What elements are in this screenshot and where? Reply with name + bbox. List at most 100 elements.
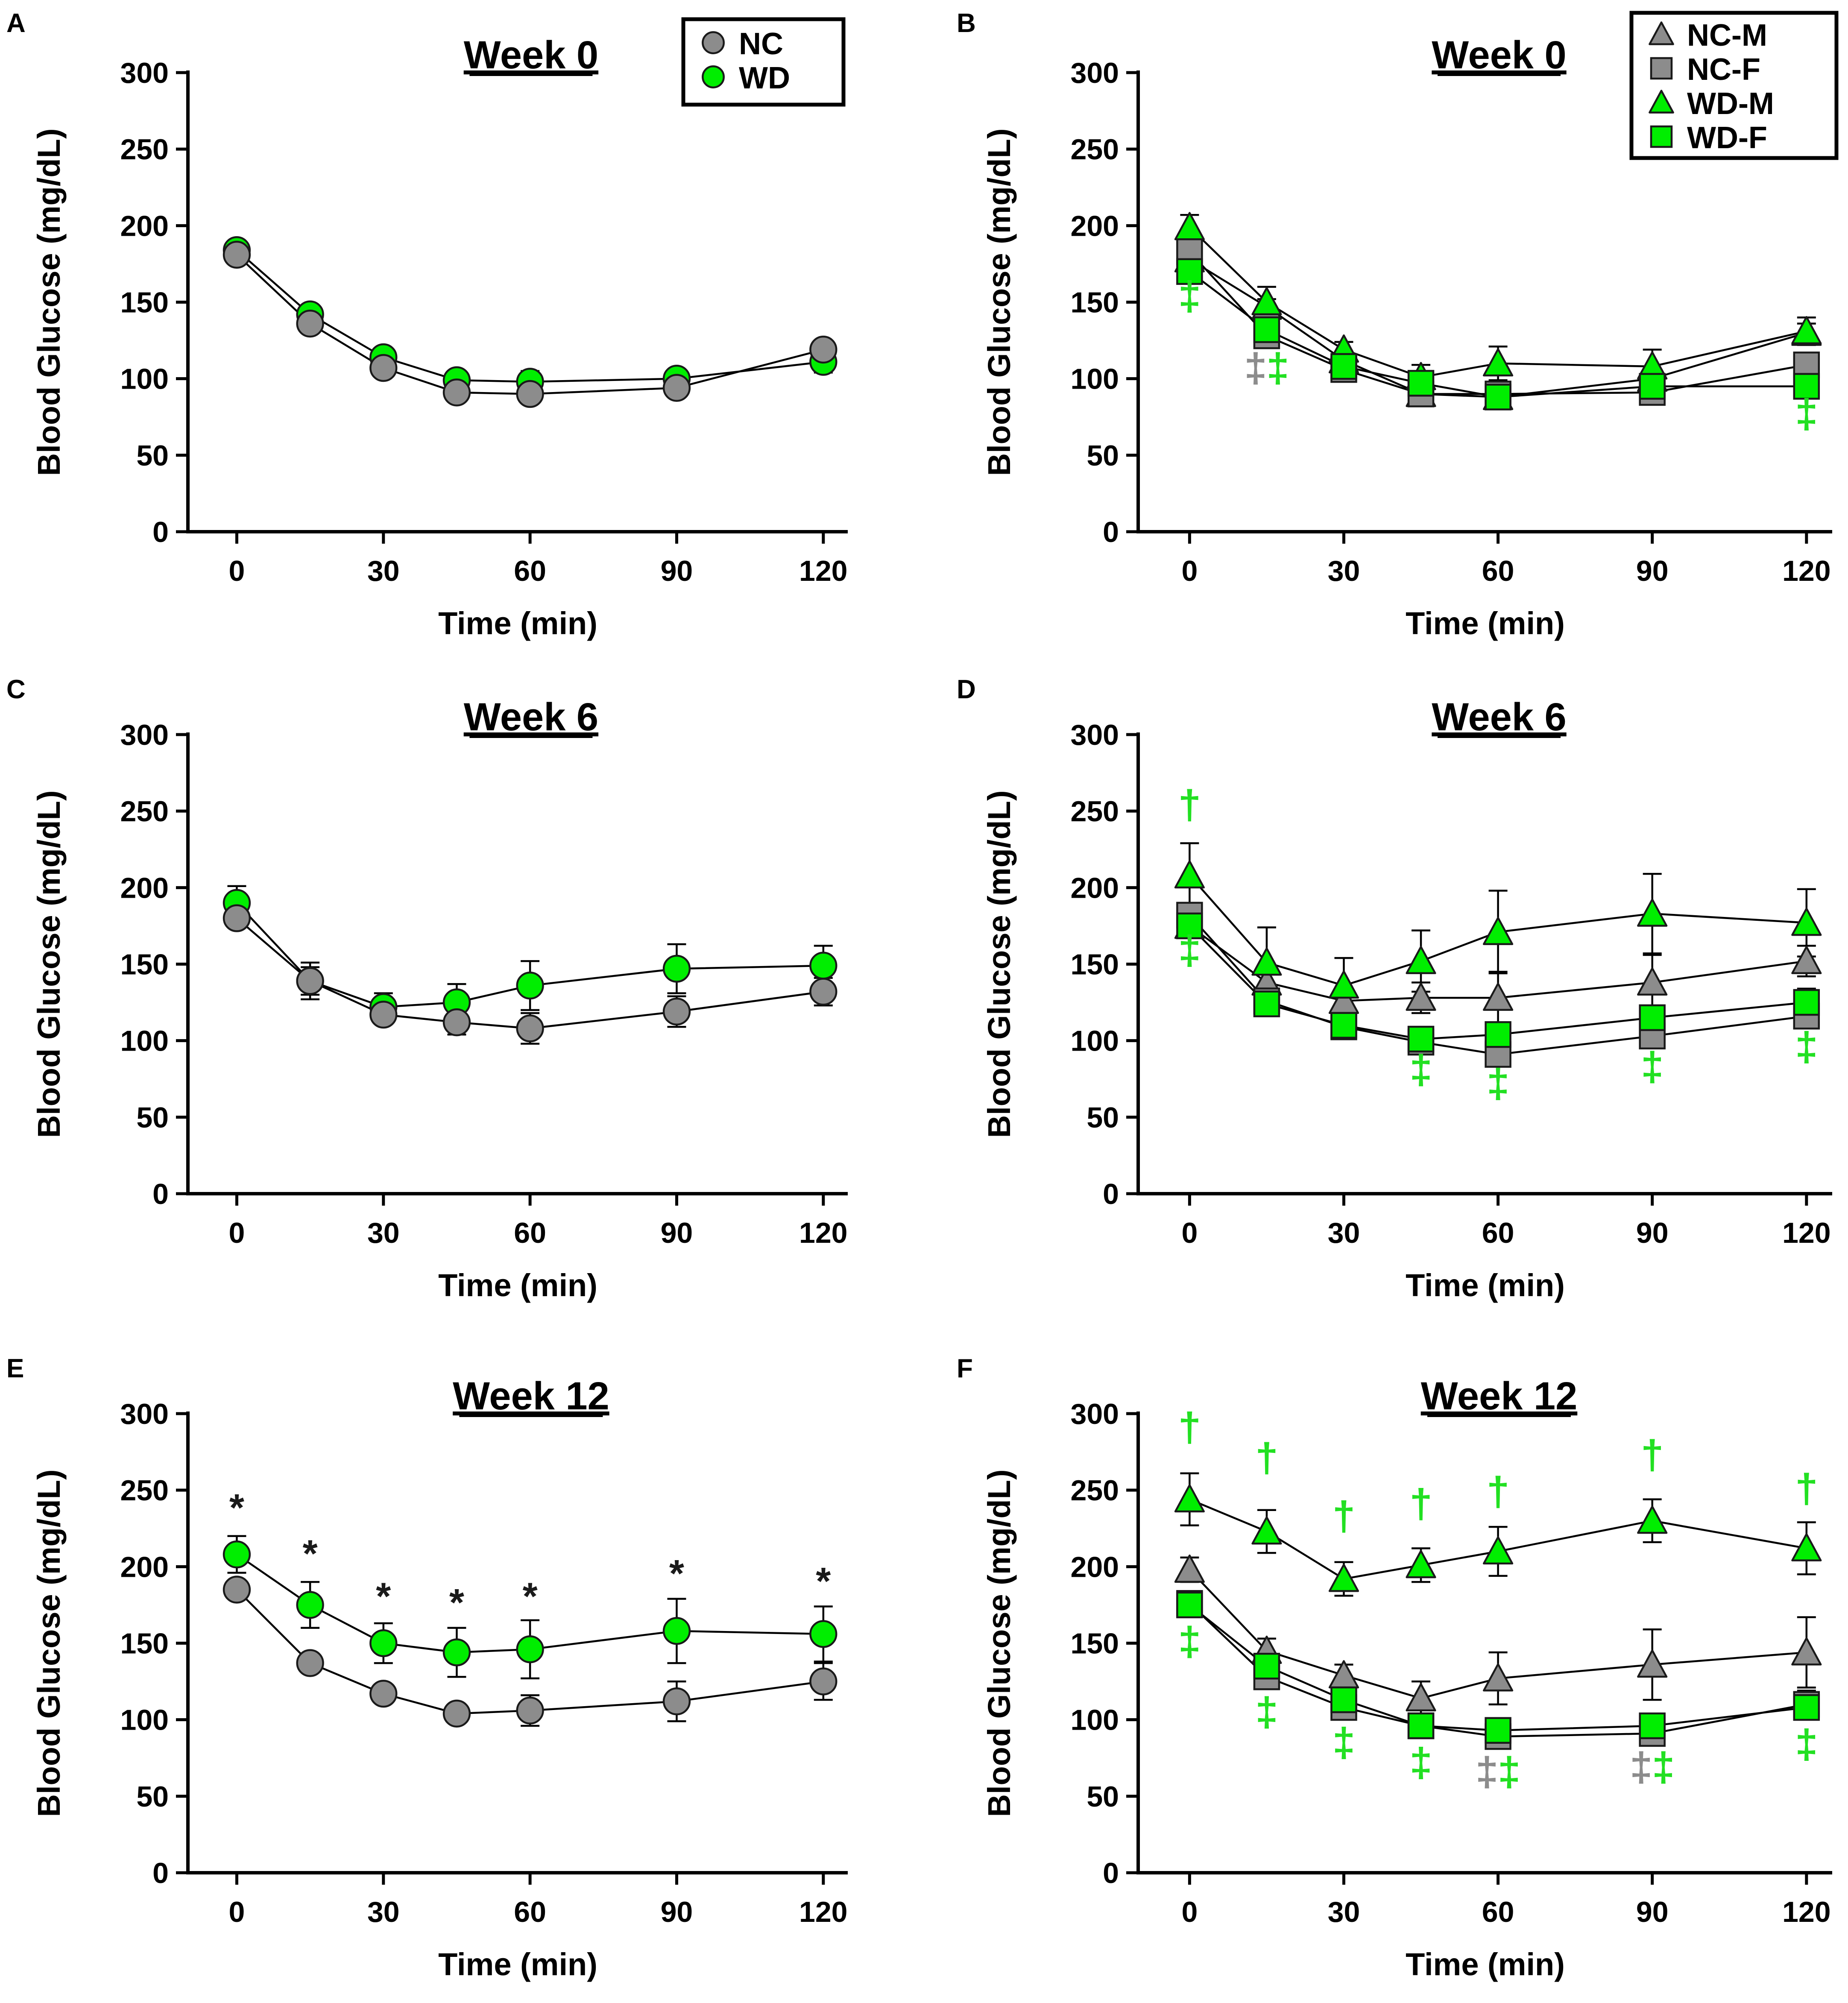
y-tick-label: 150 xyxy=(120,287,169,319)
legend-label: WD-F xyxy=(1687,121,1767,155)
y-tick-label: 200 xyxy=(120,872,169,904)
y-tick-label: 300 xyxy=(120,1398,169,1430)
panel-letter: B xyxy=(957,9,976,38)
data-point xyxy=(442,1699,471,1728)
significance-mark: * xyxy=(816,1560,831,1603)
y-tick-label: 150 xyxy=(120,949,169,981)
data-point xyxy=(1253,990,1280,1017)
chart-title: Week 12 xyxy=(1421,1374,1578,1418)
significance-mark: † xyxy=(1333,1493,1355,1539)
significance-mark: ‡ xyxy=(1476,1749,1498,1795)
significance-mark: † xyxy=(1255,1435,1278,1481)
data-point xyxy=(1174,1484,1205,1513)
significance-mark: ‡ xyxy=(1795,391,1818,436)
x-tick-label: 0 xyxy=(229,1217,245,1249)
y-tick-label: 250 xyxy=(1071,133,1119,166)
y-tick-label: 100 xyxy=(120,363,169,395)
y-tick-label: 100 xyxy=(120,1025,169,1057)
significance-mark: ‡ xyxy=(1795,1721,1818,1767)
x-tick-label: 90 xyxy=(1636,1217,1669,1249)
data-point xyxy=(516,1696,544,1725)
x-tick-label: 90 xyxy=(661,1217,693,1249)
x-tick-label: 30 xyxy=(367,1217,400,1249)
y-tick-label: 300 xyxy=(120,57,169,89)
significance-mark: † xyxy=(1178,1405,1201,1450)
significance-mark: ‡ xyxy=(1630,1744,1652,1790)
x-tick-label: 60 xyxy=(514,555,546,587)
significance-mark: ‡ xyxy=(1641,1044,1663,1089)
series-points-wd-f xyxy=(1176,1591,1820,1744)
y-tick-label: 150 xyxy=(120,1628,169,1660)
significance-mark: * xyxy=(376,1575,391,1618)
series-line-wd xyxy=(236,249,824,383)
data-point xyxy=(662,997,691,1026)
y-tick-label: 0 xyxy=(1103,1178,1119,1210)
y-tick-label: 250 xyxy=(120,133,169,166)
x-tick-label: 60 xyxy=(1482,555,1514,587)
data-point xyxy=(1482,1536,1514,1565)
chart-title: Week 6 xyxy=(464,695,598,739)
x-tick-label: 120 xyxy=(799,1217,847,1249)
data-point xyxy=(1406,982,1436,1011)
significance-mark: ‡ xyxy=(1652,1744,1675,1790)
x-tick-label: 30 xyxy=(367,1896,400,1928)
data-point xyxy=(1482,1663,1514,1692)
y-tick-label: 50 xyxy=(1087,1101,1119,1134)
legend-marker xyxy=(1649,21,1674,45)
x-tick-label: 120 xyxy=(1782,1217,1830,1249)
x-tick-label: 90 xyxy=(1636,555,1669,587)
y-tick-label: 0 xyxy=(1103,516,1119,548)
y-tick-label: 200 xyxy=(1071,210,1119,242)
legend-marker xyxy=(702,31,725,54)
y-axis-label: Blood Glucose (mg/dL) xyxy=(31,1470,67,1817)
data-point xyxy=(1174,212,1205,240)
legend-label: NC-F xyxy=(1687,53,1760,87)
significance-mark: ‡ xyxy=(1409,1047,1432,1092)
panel-d: D 0 50 100 150 200 250 300 0 30 60 90 120 Time (min) B… xyxy=(957,675,1832,1303)
y-tick-label: 300 xyxy=(1071,1398,1119,1430)
panel-b: B 0 50 100 150 200 250 300 0 30 60 90 120 Time (min) B… xyxy=(957,9,1839,641)
x-tick-label: 90 xyxy=(661,1896,693,1928)
panel-letter: D xyxy=(957,675,976,704)
significance-mark: ‡ xyxy=(1178,928,1201,973)
x-tick-label: 0 xyxy=(1181,1217,1198,1249)
x-axis-label: Time (min) xyxy=(438,1947,597,1982)
data-point xyxy=(1176,912,1203,940)
data-point xyxy=(442,1638,471,1666)
x-tick-label: 0 xyxy=(229,555,245,587)
x-tick-label: 90 xyxy=(1636,1896,1669,1928)
significance-mark: † xyxy=(1178,782,1201,828)
data-point xyxy=(296,310,324,338)
x-tick-label: 60 xyxy=(1482,1217,1514,1249)
y-axis-label: Blood Glucose (mg/dL) xyxy=(31,791,67,1138)
data-point xyxy=(1639,1712,1666,1739)
x-tick-label: 90 xyxy=(661,555,693,587)
y-tick-label: 50 xyxy=(136,1101,169,1134)
series-points-nc xyxy=(223,240,838,408)
data-point xyxy=(662,1617,691,1645)
y-axis-label: Blood Glucose (mg/dL) xyxy=(31,129,67,476)
x-tick-label: 0 xyxy=(1181,555,1198,587)
data-point xyxy=(442,1008,471,1037)
series-points-wd xyxy=(223,1540,838,1666)
data-point xyxy=(1330,1012,1357,1039)
data-point xyxy=(442,378,471,407)
x-axis-label: Time (min) xyxy=(1406,1947,1565,1982)
data-point xyxy=(369,1629,398,1657)
data-point xyxy=(1174,1554,1205,1583)
significance-mark: ‡ xyxy=(1498,1749,1520,1795)
y-axis-label: Blood Glucose (mg/dL) xyxy=(981,791,1017,1138)
data-point xyxy=(1791,1637,1822,1666)
data-point xyxy=(1407,370,1435,397)
y-tick-label: 250 xyxy=(1071,1474,1119,1507)
significance-mark: ‡ xyxy=(1333,1720,1355,1766)
y-tick-label: 50 xyxy=(136,439,169,472)
data-point xyxy=(662,374,691,402)
significance-mark: * xyxy=(449,1581,464,1624)
series-points-wd-m xyxy=(1174,860,1822,999)
significance-mark: ‡ xyxy=(1795,1024,1818,1069)
panel-letter: F xyxy=(957,1354,973,1383)
y-tick-label: 100 xyxy=(1071,1704,1119,1737)
data-point xyxy=(809,952,838,980)
legend-label: WD-M xyxy=(1687,87,1774,121)
